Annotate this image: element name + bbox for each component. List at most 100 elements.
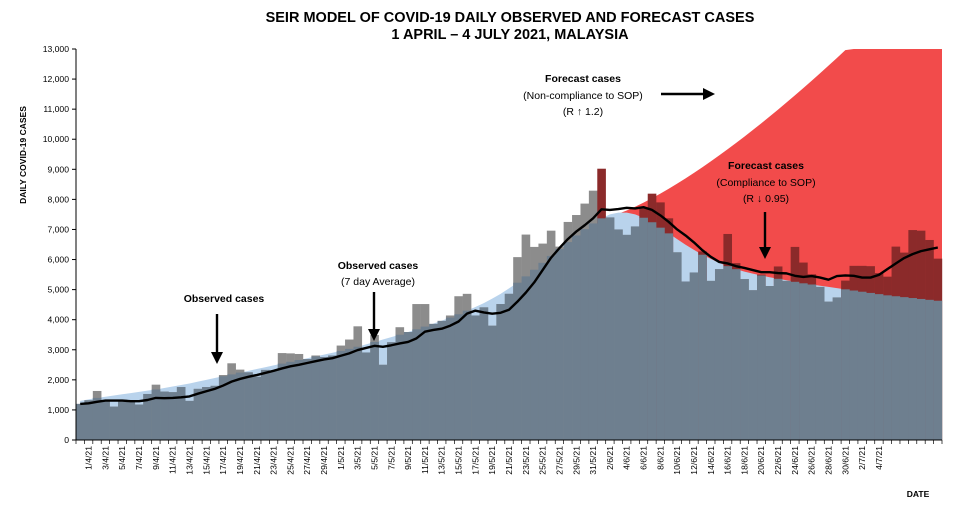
annotation-nc-label-1: Forecast cases [545,73,621,85]
x-tick-label: 4/7/21 [874,446,884,470]
x-tick-label: 2/6/21 [605,446,615,470]
x-tick-label: 9/5/21 [403,446,413,470]
overlap-bar [412,329,421,440]
overlap-bar [664,233,674,440]
x-tick-label: 26/6/21 [807,446,817,475]
annotations: Observed cases Observed cases (7 day Ave… [184,73,816,364]
x-tick-label: 4/6/21 [622,446,632,470]
overlap-bar [445,317,455,440]
overlap-bar [757,275,766,440]
overlap-bar [748,290,758,440]
annotation-nc-label-2: (Non-compliance to SOP) [523,90,643,102]
x-tick-label: 3/4/21 [100,446,110,470]
overlap-bar [908,298,917,440]
overlap-bar [126,401,136,440]
overlap-bar [328,355,337,440]
overlap-bar [336,350,346,440]
overlap-bar [891,296,901,440]
overlap-bar [345,348,354,440]
y-tick-label: 6,000 [47,255,69,265]
y-tick-label: 9,000 [47,164,69,174]
chart-subtitle: 1 APRIL – 4 JULY 2021, MALAYSIA [391,27,629,43]
overlap-bar [92,397,102,440]
overlap-layer [76,217,943,440]
overlap-bar [630,226,640,440]
overlap-bar [513,282,522,440]
x-tick-label: 12/6/21 [689,446,699,475]
annotation-c-label-1: Forecast cases [728,160,804,172]
overlap-bar [874,294,884,440]
annotation-average-arrow-head [368,329,380,341]
overlap-bar [622,234,632,440]
overlap-bar [118,400,127,440]
x-tick-label: 8/6/21 [655,446,665,470]
x-tick-label: 27/5/21 [554,446,564,475]
x-tick-label: 15/5/21 [454,446,464,475]
overlap-bar [319,356,329,440]
overlap-bar [176,387,186,440]
x-tick-label: 1/4/21 [84,446,94,470]
overlap-bar [698,254,707,440]
x-tick-label: 21/5/21 [504,446,514,475]
overlap-bar [378,364,388,440]
overlap-bar [151,389,161,440]
x-tick-label: 11/4/21 [168,446,178,474]
x-tick-label: 21/4/21 [252,446,262,475]
overlap-bar [210,385,220,440]
x-tick-label: 7/4/21 [134,446,144,470]
overlap-bar [395,334,405,440]
x-tick-label: 3/5/21 [353,446,363,470]
x-tick-label: 5/5/21 [369,446,379,470]
annotation-c-label-3: (R ↓ 0.95) [743,193,789,205]
overlap-bar [605,217,615,440]
overlap-bar [723,266,733,440]
x-tick-label: 14/6/21 [706,446,716,475]
overlap-bar [286,361,295,440]
overlap-bar [134,404,144,440]
x-tick-label: 7/5/21 [386,446,396,470]
overlap-bar [504,293,514,440]
y-tick-label: 13,000 [43,44,70,54]
x-tick-label: 22/6/21 [773,446,783,475]
overlap-bar [252,376,262,440]
x-tick-label: 25/5/21 [538,446,548,475]
x-tick-label: 16/6/21 [723,446,733,475]
y-tick-label: 5,000 [47,285,69,295]
overlap-bar [521,276,531,440]
y-tick-label: 11,000 [43,104,69,114]
x-tick-label: 13/4/21 [185,446,195,475]
x-tick-label: 25/4/21 [285,446,295,475]
x-tick-label: 29/5/21 [571,446,581,475]
overlap-bar [647,222,657,440]
overlap-bar [462,310,472,440]
overlap-bar [487,325,497,440]
overlap-bar [597,218,606,440]
overlap-bar [706,280,716,440]
x-tick-label: 6/6/21 [639,446,649,470]
x-tick-label: 23/4/21 [269,446,279,475]
overlap-bar [580,229,590,440]
overlap-bar [538,262,548,440]
overlap-bar [916,298,926,440]
x-tick-label: 15/4/21 [201,446,211,475]
overlap-bar [883,295,892,440]
overlap-bar [799,283,808,440]
overlap-bar [303,359,312,440]
overlap-bar [429,323,438,440]
overlap-bar [849,290,859,440]
annotation-average-label-1: Observed cases [338,260,419,272]
average-line-layer [80,206,939,406]
x-tick-label: 23/5/21 [521,446,531,475]
annotation-observed-cases: Observed cases [184,293,264,364]
overlap-bar [143,393,152,440]
overlap-bar [782,280,791,440]
overlap-bar [496,304,505,440]
annotation-observed-average: Observed cases (7 day Average) [338,260,419,341]
axes [75,49,942,441]
overlap-bar [218,376,228,440]
overlap-bar [656,227,665,440]
y-ticks: 0 1,000 2,000 3,000 4,000 5,000 6,000 7,000 8,00… [43,44,76,445]
x-tick-label: 5/4/21 [117,446,127,470]
y-tick-label: 0 [64,435,69,445]
x-tick-label: 13/5/21 [437,446,447,475]
